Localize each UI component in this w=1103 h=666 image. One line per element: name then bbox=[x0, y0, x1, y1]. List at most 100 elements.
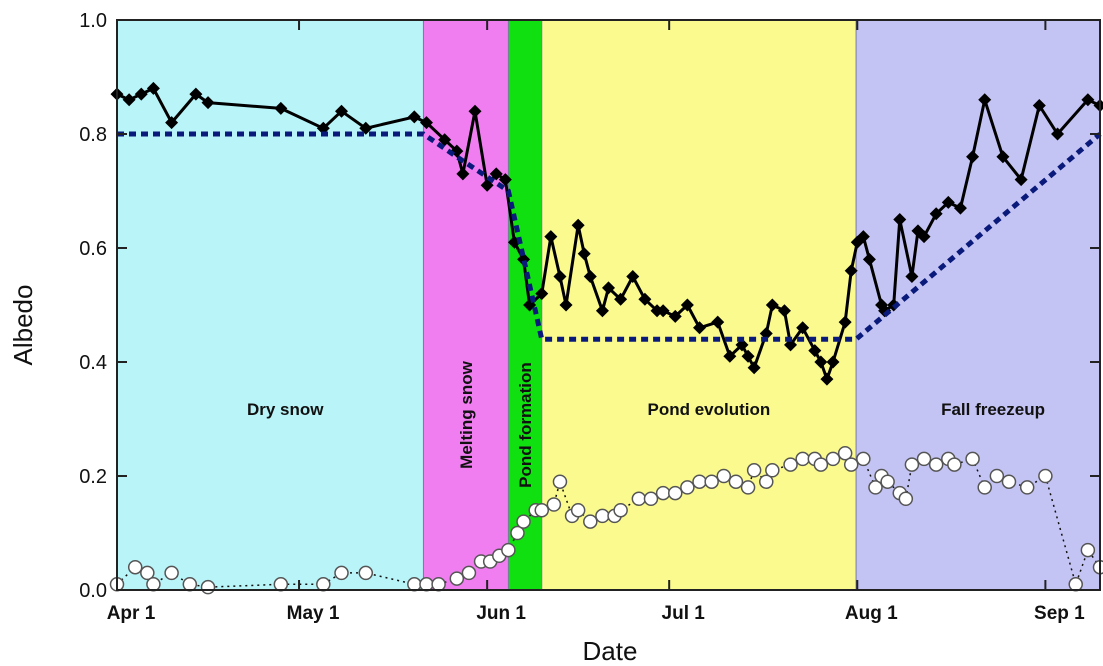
axis-ticks: 0.0 0.2 0.4 0.6 0.8 1.0 Apr 1 May 1 Jun 1 Jul 1 Au… bbox=[79, 10, 1100, 624]
pond-albedo-point bbox=[140, 565, 155, 581]
pond-albedo-point bbox=[692, 474, 707, 489]
pond-albedo-point bbox=[613, 502, 628, 518]
albedo-point bbox=[189, 87, 203, 101]
pond-albedo-point bbox=[880, 474, 895, 489]
pond-albedo-point bbox=[655, 485, 671, 501]
pond-albedo-point bbox=[316, 577, 331, 592]
pond-albedo-point bbox=[182, 577, 198, 592]
pond-albedo-point bbox=[746, 463, 762, 478]
phase-label-2: Pond formation bbox=[516, 362, 535, 488]
pond-albedo-point bbox=[813, 457, 829, 472]
pond-albedo-point bbox=[431, 577, 446, 592]
albedo-point bbox=[893, 213, 907, 226]
albedo-point bbox=[407, 110, 421, 124]
albedo-point bbox=[723, 349, 737, 363]
albedo-point bbox=[535, 287, 549, 301]
pond-albedo-point bbox=[534, 502, 550, 518]
pond-albedo-point bbox=[516, 514, 531, 529]
albedo-point bbox=[638, 292, 652, 306]
pond-albedo-point bbox=[965, 451, 980, 467]
pond-albedo-point bbox=[716, 468, 732, 484]
pond-albedo-point bbox=[947, 457, 962, 472]
albedo-point bbox=[808, 344, 822, 358]
albedo-point bbox=[146, 81, 160, 95]
pond-albedo-point bbox=[680, 480, 695, 495]
albedo-point bbox=[838, 315, 852, 329]
albedo-point bbox=[626, 270, 640, 283]
x-tick-label: Sep 1 bbox=[1034, 603, 1085, 624]
pond-albedo-point bbox=[795, 451, 810, 467]
pond-albedo-point bbox=[552, 474, 568, 489]
albedo-point bbox=[335, 104, 349, 118]
phase-labels: Dry snow Melting snow Pond formation Pond e… bbox=[247, 360, 1045, 487]
phase-region-3 bbox=[541, 20, 857, 590]
albedo-point bbox=[905, 270, 919, 283]
albedo-point bbox=[571, 218, 585, 232]
pond-albedo-point bbox=[334, 565, 349, 581]
pond-albedo-point bbox=[164, 565, 179, 581]
albedo-point bbox=[777, 304, 791, 318]
albedo-point bbox=[844, 264, 858, 278]
albedo-point bbox=[419, 116, 433, 130]
pond-albedo-point bbox=[1068, 577, 1083, 592]
pond-albedo-point bbox=[273, 577, 289, 592]
pond-albedo-point bbox=[928, 457, 944, 472]
pond-albedo-point bbox=[510, 525, 525, 541]
x-tick-label: Aug 1 bbox=[845, 603, 898, 624]
pond-albedo-point bbox=[898, 491, 914, 507]
albedo-point bbox=[796, 321, 810, 335]
albedo-point bbox=[559, 298, 573, 312]
albedo-point bbox=[826, 355, 840, 369]
pond-albedo-point bbox=[667, 485, 683, 501]
pond-albedo-point bbox=[1092, 559, 1103, 575]
pond-albedo-point bbox=[146, 577, 161, 592]
albedo-point bbox=[201, 96, 215, 110]
phase-regions bbox=[117, 20, 1100, 590]
pond-albedo-point bbox=[583, 514, 598, 529]
pond-albedo-point bbox=[461, 565, 477, 581]
albedo-point bbox=[438, 133, 452, 147]
pond-albedo-point bbox=[704, 474, 719, 489]
albedo-point bbox=[996, 150, 1010, 164]
series-layer bbox=[109, 81, 1103, 595]
albedo-point bbox=[941, 195, 955, 209]
x-axis-title: Date bbox=[583, 636, 638, 666]
pond-albedo-point bbox=[200, 579, 216, 595]
albedo-point bbox=[165, 116, 179, 130]
pond-albedo-point bbox=[1019, 480, 1035, 495]
pond-albedo-point bbox=[843, 457, 859, 472]
phase-label-1: Melting snow bbox=[457, 360, 476, 468]
pond-albedo-point bbox=[449, 571, 465, 586]
pond-albedo-point bbox=[904, 457, 920, 472]
x-tick-label: May 1 bbox=[287, 603, 340, 624]
albedo-point bbox=[553, 270, 567, 283]
pond-albedo-point bbox=[916, 451, 932, 467]
pond-albedo-point bbox=[127, 559, 143, 575]
albedo-point bbox=[274, 101, 288, 115]
albedo-point bbox=[544, 230, 558, 244]
albedo-point bbox=[820, 372, 834, 386]
pond-albedo-point bbox=[358, 565, 374, 581]
pond-albedo-point bbox=[1001, 474, 1017, 489]
albedo-point bbox=[456, 167, 470, 181]
x-tick-label: Apr 1 bbox=[107, 603, 156, 624]
albedo-point bbox=[134, 87, 148, 101]
pond-albedo-point bbox=[868, 480, 883, 495]
albedo-point bbox=[1051, 127, 1065, 141]
albedo-point bbox=[468, 104, 482, 118]
pond-albedo-point bbox=[728, 474, 744, 489]
y-tick-label: 0.4 bbox=[79, 352, 107, 374]
albedo-point bbox=[929, 207, 943, 221]
albedo-point bbox=[856, 230, 870, 244]
pond-albedo-point bbox=[759, 474, 774, 489]
phase-label-4: Fall freezeup bbox=[941, 400, 1045, 419]
albedo-point bbox=[602, 281, 615, 295]
pond-albedo-point bbox=[740, 480, 756, 495]
pond-albedo-point bbox=[1080, 542, 1096, 558]
albedo-point bbox=[614, 292, 628, 306]
pond-albedo-point bbox=[407, 577, 422, 592]
albedo-point bbox=[595, 304, 609, 318]
albedo-point bbox=[583, 270, 597, 283]
pond-albedo-point bbox=[856, 451, 871, 467]
